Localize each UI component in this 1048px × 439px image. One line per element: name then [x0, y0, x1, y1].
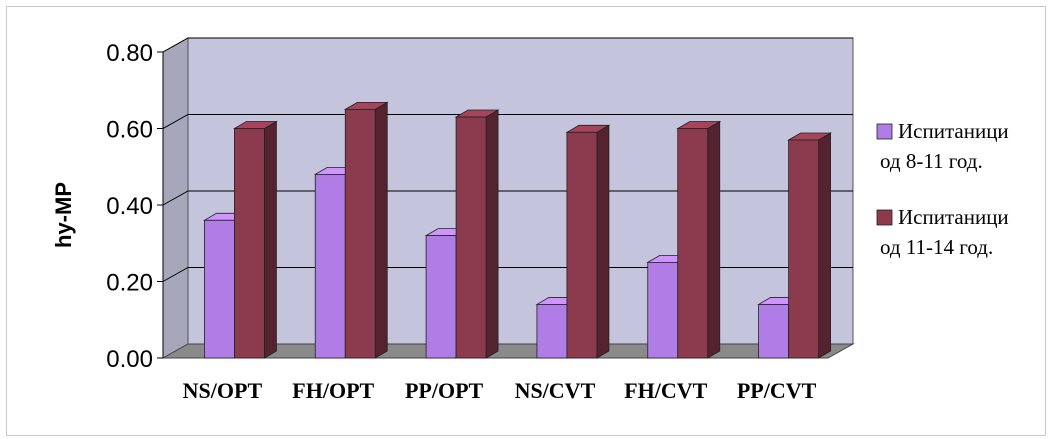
gridline — [162, 267, 853, 282]
x-category-label: FH/OPT — [292, 378, 374, 403]
bar-series-2-PP/CVT — [787, 132, 833, 359]
y-tick-label: 0.20 — [106, 270, 153, 297]
legend-label: Испитаници — [898, 205, 1009, 229]
bar-side — [596, 124, 610, 359]
bar-front — [314, 173, 346, 359]
y-axis-ticks: 0.00 0.20 0.40 0.60 0.80 — [106, 40, 164, 373]
gridline — [162, 190, 853, 206]
x-category-label: NS/OPT — [183, 378, 263, 403]
bar-front — [344, 108, 376, 359]
bar-side — [818, 132, 831, 359]
bar-side — [707, 120, 721, 359]
bar-series-2-FH/CVT — [676, 120, 722, 359]
bar-front — [677, 128, 709, 359]
y-tick-label: 0.80 — [106, 40, 153, 67]
legend: Испитаници од 8-11 год. Испитаници од 11-14… — [876, 119, 1009, 259]
bar-front — [536, 304, 568, 359]
bar-series-2-FH/OPT — [343, 101, 389, 359]
gridlines — [162, 37, 853, 282]
bar-front — [204, 219, 235, 359]
y-tick-label: 0.00 — [106, 346, 153, 373]
bar-series-2-NS/OPT — [232, 120, 278, 359]
bar-side — [264, 120, 277, 359]
legend-item-1: Испитаници од 8-11 год. — [876, 119, 1009, 173]
legend-label: од 11-14 год. — [880, 235, 993, 259]
bars — [202, 101, 833, 359]
bar-series-2-PP/OPT — [454, 109, 500, 359]
y-tick-label: 0.40 — [106, 193, 153, 220]
bar-front — [234, 128, 265, 359]
bar-front — [425, 235, 457, 359]
legend-item-2: Испитаници од 11-14 год. — [876, 205, 1009, 259]
legend-label: од 8-11 год. — [880, 149, 983, 173]
bar-front — [566, 131, 598, 359]
bar-series-2-NS/CVT — [565, 124, 611, 359]
y-tick-label: 0.60 — [106, 117, 153, 144]
x-category-label: PP/CVT — [737, 378, 817, 403]
y-axis-title: hy-MP — [51, 182, 76, 248]
gridline — [162, 37, 853, 53]
x-category-label: NS/CVT — [515, 378, 596, 403]
bar-side — [374, 101, 388, 359]
legend-swatch — [876, 123, 893, 140]
bar-front — [758, 304, 789, 359]
legend-swatch — [876, 209, 893, 226]
bar-front — [788, 139, 819, 359]
bar-front — [647, 261, 679, 359]
bar-side — [485, 109, 499, 359]
gridline — [162, 114, 853, 129]
x-category-label: FH/CVT — [624, 378, 707, 403]
x-category-label: PP/OPT — [405, 378, 484, 403]
bar-front — [455, 116, 487, 359]
legend-label: Испитаници — [898, 119, 1009, 143]
x-axis-categories: NS/OPT FH/OPT PP/OPT NS/CVT FH/CVT PP/CVT — [183, 378, 817, 403]
